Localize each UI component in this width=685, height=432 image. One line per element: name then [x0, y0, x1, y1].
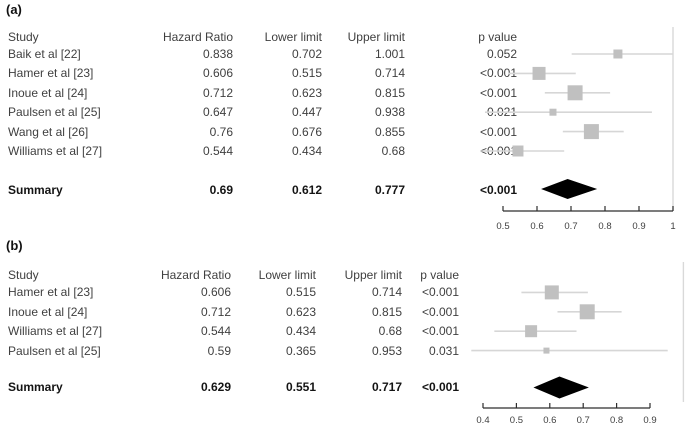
column-header-hazard-ratio: Hazard Ratio — [162, 30, 233, 44]
upper-limit-cell: 0.855 — [374, 124, 405, 139]
hazard-ratio-cell: 0.838 — [202, 47, 233, 61]
lower-limit-cell: 0.434 — [291, 144, 322, 158]
lower-limit-cell: 0.702 — [291, 47, 322, 61]
effect-size-square — [613, 49, 623, 59]
p-value-cell: <0.001 — [479, 66, 517, 81]
lower-limit-cell: 0.515 — [291, 66, 322, 81]
summary-p-value: <0.001 — [421, 380, 459, 394]
summary-diamond — [541, 179, 598, 199]
p-value-cell: 0.021 — [486, 105, 517, 120]
effect-size-square — [543, 347, 550, 354]
study-name-cell: Baik et al [22] — [8, 47, 81, 61]
column-header-p-value: p value — [478, 30, 517, 44]
study-name-cell: Inoue et al [24] — [8, 85, 88, 100]
lower-limit-cell: 0.676 — [291, 124, 322, 139]
panel-a-label: (a) — [6, 2, 22, 17]
axis-tick-label: 0.6 — [543, 415, 556, 426]
column-header-study: Study — [8, 30, 39, 44]
lower-limit-cell: 0.623 — [291, 85, 322, 100]
summary-diamond — [533, 376, 589, 399]
p-value-cell: <0.001 — [421, 324, 459, 339]
hazard-ratio-cell: 0.76 — [209, 124, 233, 139]
axis-tick-label: 0.8 — [598, 221, 611, 232]
summary-upper-limit: 0.717 — [371, 380, 402, 394]
p-value-cell: <0.001 — [479, 144, 517, 158]
column-header-upper-limit: Upper limit — [347, 30, 405, 44]
study-name-cell: Williams et al [27] — [8, 324, 103, 339]
summary-hazard-ratio: 0.629 — [200, 380, 231, 394]
hazard-ratio-cell: 0.544 — [200, 324, 231, 339]
study-name-cell: Paulsen et al [25] — [8, 105, 101, 120]
hazard-ratio-cell: 0.712 — [202, 85, 233, 100]
axis-tick-label: 0.5 — [510, 415, 523, 426]
lower-limit-cell: 0.515 — [285, 285, 316, 300]
effect-size-square — [532, 66, 546, 80]
p-value-cell: 0.052 — [486, 47, 517, 61]
column-header-lower-limit: Lower limit — [264, 30, 322, 44]
upper-limit-cell: 0.68 — [381, 144, 405, 158]
study-name-cell: Paulsen et al [25] — [8, 343, 101, 358]
study-name-cell: Inoue et al [24] — [8, 304, 88, 319]
column-header-hazard-ratio: Hazard Ratio — [160, 268, 231, 282]
hazard-ratio-cell: 0.647 — [202, 105, 233, 120]
axis-tick-label: 1 — [670, 221, 675, 232]
upper-limit-cell: 0.714 — [374, 66, 405, 81]
axis-tick-label: 0.4 — [476, 415, 489, 426]
upper-limit-cell: 0.953 — [371, 343, 402, 358]
axis-tick-label: 0.9 — [643, 415, 656, 426]
summary-p-value: <0.001 — [479, 183, 517, 197]
effect-size-square — [525, 325, 538, 338]
column-header-upper-limit: Upper limit — [344, 268, 402, 282]
effect-size-square — [567, 85, 583, 101]
effect-size-square — [583, 124, 599, 140]
upper-limit-cell: 0.938 — [374, 105, 405, 120]
lower-limit-cell: 0.623 — [285, 304, 316, 319]
lower-limit-cell: 0.447 — [291, 105, 322, 120]
upper-limit-cell: 1.001 — [374, 47, 405, 61]
p-value-cell: 0.031 — [428, 343, 459, 358]
effect-size-square — [544, 285, 559, 300]
summary-label: Summary — [8, 380, 63, 394]
hazard-ratio-cell: 0.606 — [200, 285, 231, 300]
hazard-ratio-cell: 0.712 — [200, 304, 231, 319]
upper-limit-cell: 0.815 — [371, 304, 402, 319]
study-name-cell: Williams et al [27] — [8, 144, 103, 158]
lower-limit-cell: 0.365 — [285, 343, 316, 358]
effect-size-square — [549, 108, 557, 116]
p-value-cell: <0.001 — [479, 85, 517, 100]
study-name-cell: Wang et al [26] — [8, 124, 89, 139]
column-header-lower-limit: Lower limit — [258, 268, 316, 282]
axis-tick-label: 0.9 — [632, 221, 645, 232]
column-header-study: Study — [8, 268, 39, 282]
hazard-ratio-cell: 0.606 — [202, 66, 233, 81]
study-name-cell: Hamer et al [23] — [8, 285, 94, 300]
hazard-ratio-cell: 0.544 — [202, 144, 233, 158]
p-value-cell: <0.001 — [421, 285, 459, 300]
effect-size-square — [579, 304, 595, 320]
summary-upper-limit: 0.777 — [374, 183, 405, 197]
summary-label: Summary — [8, 183, 63, 197]
hazard-ratio-cell: 0.59 — [207, 343, 231, 358]
axis-tick-label: 0.8 — [610, 415, 623, 426]
summary-lower-limit: 0.612 — [291, 183, 322, 197]
axis-tick-label: 0.5 — [496, 221, 509, 232]
upper-limit-cell: 0.714 — [371, 285, 402, 300]
axis-tick-label: 0.7 — [577, 415, 590, 426]
summary-lower-limit: 0.551 — [285, 380, 316, 394]
study-name-cell: Hamer et al [23] — [8, 66, 94, 81]
upper-limit-cell: 0.815 — [374, 85, 405, 100]
lower-limit-cell: 0.434 — [285, 324, 316, 339]
column-header-p-value: p value — [420, 268, 459, 282]
summary-hazard-ratio: 0.69 — [209, 183, 233, 197]
panel-b-label: (b) — [6, 238, 23, 253]
axis-tick-label: 0.7 — [564, 221, 577, 232]
upper-limit-cell: 0.68 — [378, 324, 402, 339]
axis-tick-label: 0.6 — [530, 221, 543, 232]
p-value-cell: <0.001 — [421, 304, 459, 319]
p-value-cell: <0.001 — [479, 124, 517, 139]
